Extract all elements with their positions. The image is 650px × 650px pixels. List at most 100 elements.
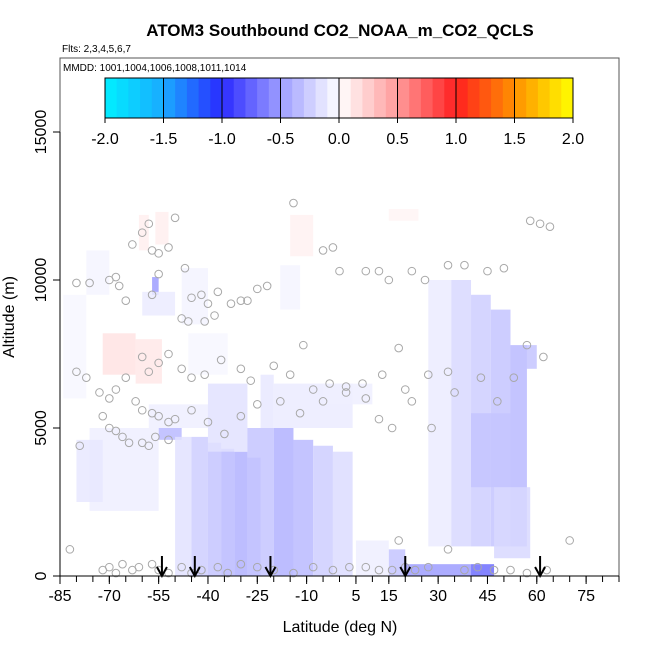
sample-point <box>131 397 140 406</box>
sample-point <box>187 293 196 303</box>
sample-point <box>197 290 206 300</box>
sample-point <box>105 394 114 403</box>
sample-point <box>289 198 298 208</box>
colorbar-tick-label: -1.0 <box>208 131 236 148</box>
colorbar-swatch <box>327 78 340 118</box>
sample-point <box>318 397 328 406</box>
heatmap-cell <box>451 280 472 547</box>
sample-point <box>489 565 499 575</box>
colorbar-swatch <box>491 78 504 118</box>
sample-point <box>243 296 252 306</box>
x-axis-tick-label: 45 <box>479 588 497 605</box>
heatmap-cell <box>273 428 294 576</box>
heatmap-cell <box>135 339 162 384</box>
sample-point <box>410 565 420 575</box>
heatmap-cell <box>155 211 169 245</box>
heatmap-cell <box>471 413 524 488</box>
sample-point <box>216 355 226 365</box>
sample-point <box>341 382 351 391</box>
x-axis: -85 -70 -55 -40 -25 -10 5 15 30 45 60 75 <box>48 575 620 605</box>
sample-point <box>427 423 436 433</box>
sample-point <box>493 397 502 406</box>
sample-markers <box>65 198 574 578</box>
sample-point <box>164 243 173 252</box>
sample-point <box>203 417 213 427</box>
x-axis-tick-label: 5 <box>351 588 360 605</box>
sample-point <box>213 287 223 297</box>
sample-point <box>210 311 219 320</box>
sample-point <box>82 373 91 382</box>
sample-point <box>111 272 121 282</box>
sample-point <box>124 438 134 448</box>
sample-point <box>522 340 532 350</box>
sample-point <box>75 441 85 451</box>
colorbar-tick-label: -0.5 <box>267 131 295 148</box>
sample-point <box>450 388 459 397</box>
sample-point <box>325 379 334 388</box>
colorbar-swatch <box>233 78 246 118</box>
sample-point <box>443 260 453 270</box>
heatmap-cell <box>86 250 110 295</box>
sample-point <box>358 379 367 388</box>
sample-point <box>111 385 121 394</box>
sample-point <box>262 281 272 291</box>
heatmap-cell <box>388 208 419 221</box>
colorbar-swatch <box>456 78 469 118</box>
sample-point <box>105 562 114 572</box>
heatmap-cell <box>494 487 531 559</box>
colorbar-swatch <box>479 78 492 118</box>
sample-point <box>246 376 256 385</box>
sample-point <box>539 352 548 362</box>
sample-point <box>308 385 318 394</box>
heatmap-cell <box>355 540 389 576</box>
y-axis-tick-label: 10000 <box>33 258 50 303</box>
heatmap-cell <box>260 374 274 428</box>
colorbar-swatch <box>549 78 562 118</box>
heatmap-cell <box>175 436 192 576</box>
sample-point <box>236 364 246 374</box>
heatmap-cell <box>191 436 208 576</box>
colorbar-swatch <box>561 78 574 118</box>
sample-point <box>170 414 180 424</box>
sample-point <box>345 562 354 572</box>
sample-point <box>361 266 371 276</box>
colorbar-swatch <box>420 78 434 118</box>
sample-point <box>522 568 532 578</box>
heatmap-cell <box>280 265 301 310</box>
sample-point <box>137 405 147 415</box>
sample-point <box>137 228 147 237</box>
colorbar-swatch <box>186 78 200 118</box>
colorbar-swatch <box>257 78 270 118</box>
colorbar-tick-label: 1.0 <box>445 131 467 148</box>
sample-point <box>387 423 397 433</box>
x-axis-tick-label: -40 <box>196 588 219 605</box>
sample-point <box>65 545 75 554</box>
colorbar: -2.0 -1.5 -1.0 -0.5 0.0 0.5 1.0 1.5 2.0 <box>91 77 584 148</box>
colorbar-swatch <box>397 78 410 118</box>
sample-point <box>535 219 545 229</box>
heatmap-cells <box>63 208 537 576</box>
heatmap-cell <box>148 404 208 428</box>
sample-point <box>72 278 81 288</box>
colorbar-swatch <box>409 78 422 118</box>
colorbar-tick-label: 0.5 <box>386 131 408 148</box>
sample-point <box>318 246 328 255</box>
heatmap-cell <box>76 439 103 502</box>
heatmap-cell <box>207 442 222 576</box>
colorbar-swatch <box>280 78 293 118</box>
sample-point <box>154 249 163 258</box>
sample-point <box>460 565 469 575</box>
sample-point <box>443 367 453 377</box>
colorbar-swatch <box>514 78 527 118</box>
colorbar-swatch <box>245 78 258 118</box>
sample-point <box>269 361 279 371</box>
sample-point <box>223 568 232 578</box>
sample-point <box>151 432 160 442</box>
heatmap-cell <box>313 445 333 576</box>
colorbar-swatch <box>292 78 305 118</box>
colorbar-swatch <box>128 78 141 118</box>
sample-point <box>394 343 403 353</box>
heatmap-cell <box>293 439 314 576</box>
sample-point <box>177 562 186 572</box>
colorbar-swatch <box>198 78 211 118</box>
